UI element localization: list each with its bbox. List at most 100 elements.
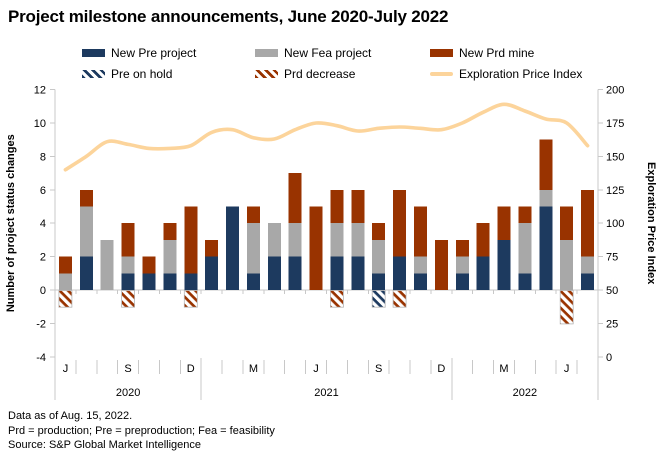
bar-segment-new-pre-project xyxy=(226,206,239,290)
legend-swatch-new-pre-project xyxy=(82,49,105,57)
bar-mar-2022 xyxy=(497,206,511,290)
bar-segment-new-fea-project xyxy=(560,239,574,290)
legend-swatch-pre-on-hold xyxy=(82,70,105,78)
bar-segment-new-fea-project xyxy=(288,223,302,257)
legend-label: New Prd mine xyxy=(459,46,535,60)
bar-segment-new-prd-mine xyxy=(163,223,177,240)
bar-segment-new-fea-project xyxy=(163,239,177,274)
bar-segment-new-fea-project xyxy=(539,189,553,207)
bar-nov-2020 xyxy=(163,223,177,290)
legend-swatch-exploration-price-index xyxy=(430,72,453,76)
bar-segment-prd-decrease xyxy=(559,290,574,325)
bar-segment-new-fea-project xyxy=(121,256,135,274)
year-label-2020: 2020 xyxy=(116,387,140,399)
bar-jun-2020 xyxy=(58,256,73,308)
bar-segment-new-prd-mine xyxy=(58,256,72,274)
month-label-jun-2022: J xyxy=(564,363,570,375)
bar-segment-new-prd-mine xyxy=(476,223,490,257)
bar-segment-new-pre-project xyxy=(163,273,177,290)
bar-segment-new-pre-project xyxy=(393,256,407,290)
bar-segment-new-pre-project xyxy=(246,273,260,290)
left-axis-title: Number of project status changes xyxy=(5,134,17,312)
legend-label: New Fea project xyxy=(284,46,372,60)
bar-segment-new-fea-project xyxy=(372,239,386,274)
bar-jun-2022 xyxy=(559,206,574,325)
left-axis-tick-label: 0 xyxy=(40,285,46,297)
chart-title: Project milestone announcements, June 20… xyxy=(8,7,449,26)
bar-segment-new-prd-mine xyxy=(288,173,302,224)
bar-dec-2021 xyxy=(434,239,448,290)
month-label-jun-2021: J xyxy=(313,363,319,375)
bar-nov-2021 xyxy=(414,206,427,290)
legend-item-exploration-price-index: Exploration Price Index xyxy=(430,67,583,81)
left-axis-tick-label: 2 xyxy=(40,252,46,264)
bar-segment-new-fea-project xyxy=(581,256,595,274)
left-axis-tick-label: 10 xyxy=(34,118,46,130)
bar-segment-new-prd-mine xyxy=(309,206,323,290)
bar-segment-new-pre-project xyxy=(372,273,386,290)
bar-segment-new-fea-project xyxy=(351,223,365,257)
month-label-mar-2022: M xyxy=(499,363,508,375)
legend-item-new-prd-mine: New Prd mine xyxy=(430,46,535,60)
bar-segment-new-prd-mine xyxy=(434,239,448,290)
bar-segment-new-fea-project xyxy=(58,273,72,290)
bar-segment-new-pre-project xyxy=(142,273,156,290)
left-axis-tick-label: -2 xyxy=(36,318,46,330)
bar-mar-2021 xyxy=(246,206,260,290)
right-axis-tick-label: 150 xyxy=(606,151,624,163)
bar-segment-new-prd-mine xyxy=(414,206,427,257)
bar-segment-new-pre-project xyxy=(205,256,219,290)
bar-jul-2022 xyxy=(581,189,595,290)
bar-aug-2020 xyxy=(100,239,114,290)
bar-feb-2022 xyxy=(476,223,490,290)
bar-segment-new-prd-mine xyxy=(560,206,574,240)
bar-segment-new-pre-project xyxy=(184,273,198,290)
bar-apr-2021 xyxy=(267,223,281,290)
legend-item-new-fea-project: New Fea project xyxy=(255,46,372,60)
legend-label: New Pre project xyxy=(111,46,197,60)
month-label-dec-2020: D xyxy=(187,363,195,375)
right-axis-tick-label: 0 xyxy=(606,352,612,364)
bar-segment-prd-decrease xyxy=(392,290,407,308)
right-axis-tick-label: 25 xyxy=(606,318,618,330)
bar-segment-new-prd-mine xyxy=(121,223,135,257)
bar-segment-new-pre-project xyxy=(121,273,135,290)
footnote-data-as-of: Data as of Aug. 15, 2022. xyxy=(8,410,133,422)
legend-label: Prd decrease xyxy=(284,67,356,81)
year-label-2022: 2022 xyxy=(513,387,537,399)
exploration-price-index-line xyxy=(63,102,590,172)
month-label-dec-2021: D xyxy=(437,363,445,375)
bar-segment-new-pre-project xyxy=(330,256,344,290)
bar-segment-new-pre-project xyxy=(79,256,93,290)
bar-segment-new-fea-project xyxy=(414,256,427,274)
bar-segment-prd-decrease xyxy=(58,290,73,308)
chart-footnotes: Data as of Aug. 15, 2022. Prd = producti… xyxy=(8,409,275,453)
bar-apr-2022 xyxy=(518,206,532,290)
bar-jan-2021 xyxy=(205,239,219,290)
month-label-jun-2020: J xyxy=(63,363,69,375)
right-axis-tick-label: 175 xyxy=(606,118,624,130)
bar-may-2021 xyxy=(288,173,302,290)
bar-segment-new-prd-mine xyxy=(142,256,156,274)
bar-segment-new-pre-project xyxy=(414,273,427,290)
right-axis-tick-label: 100 xyxy=(606,218,624,230)
bar-segment-new-fea-project xyxy=(267,223,281,257)
bar-segment-prd-decrease xyxy=(183,290,198,308)
bar-segment-new-prd-mine xyxy=(393,189,407,257)
bar-segment-new-prd-mine xyxy=(184,206,198,274)
bar-segment-new-prd-mine xyxy=(518,206,532,224)
month-label-sep-2021: S xyxy=(375,363,382,375)
bar-segment-new-prd-mine xyxy=(246,206,260,224)
footnote-source: Source: S&P Global Market Intelligence xyxy=(8,439,202,451)
bar-segment-new-fea-project xyxy=(330,223,344,257)
bar-aug-2021 xyxy=(351,189,365,290)
bar-segment-new-pre-project xyxy=(267,256,281,290)
bar-oct-2021 xyxy=(392,189,407,308)
left-axis-tick-label: 4 xyxy=(40,218,46,230)
legend-swatch-new-fea-project xyxy=(255,49,278,57)
legend-label: Exploration Price Index xyxy=(459,67,583,81)
bar-segment-new-pre-project xyxy=(518,273,532,290)
bar-segment-new-pre-project xyxy=(581,273,595,290)
